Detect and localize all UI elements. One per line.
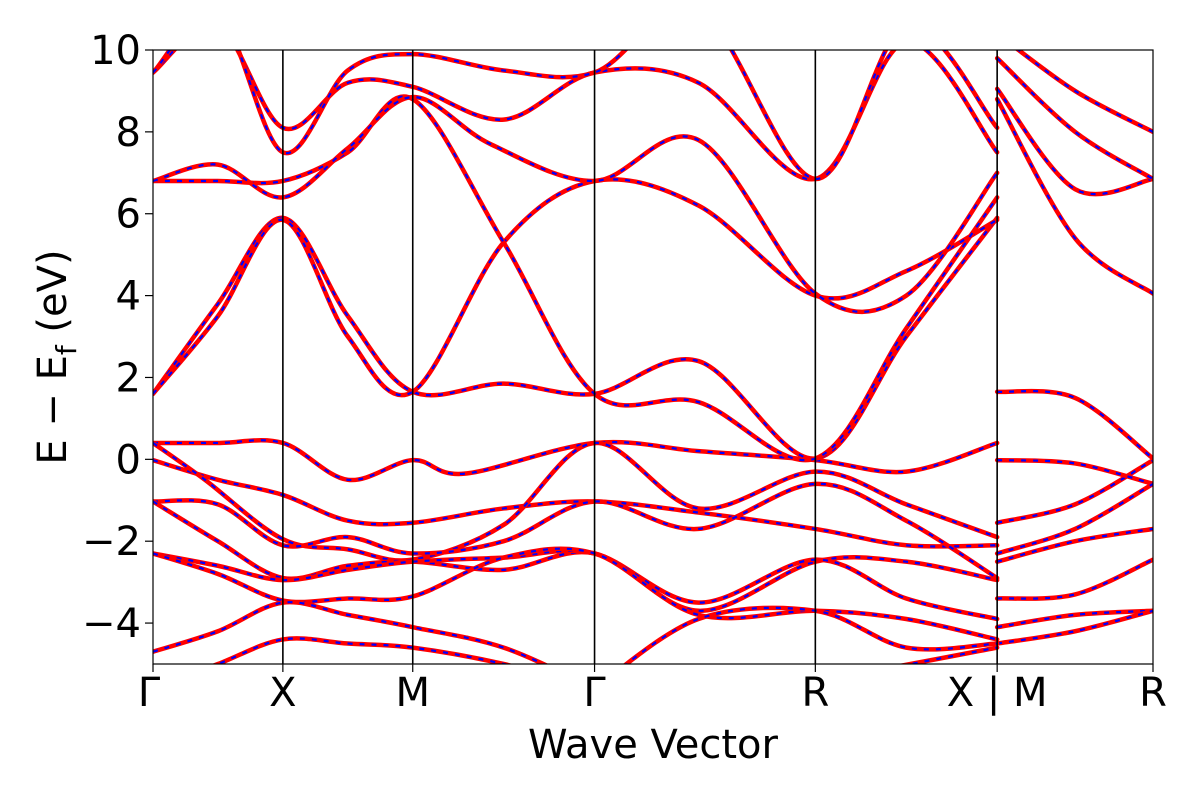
y-tick-label-1: 8 <box>116 110 141 156</box>
band-6-segment-0-dashed <box>153 547 998 641</box>
band-10-segment-1-dashed <box>996 98 1153 295</box>
band-11-segment-0-dashed <box>153 95 999 462</box>
band-2-segment-1 <box>994 481 1153 556</box>
y-tick-label-0: 10 <box>90 28 141 74</box>
band-3-segment-0-dashed <box>153 482 998 579</box>
y-tick-label-7: −4 <box>82 601 141 647</box>
x-tick-label-0: Γ <box>138 670 161 716</box>
y-axis-label-main: E − E <box>30 355 76 465</box>
band-13-segment-1-dashed <box>1016 50 1153 133</box>
y-tick-label-5: 0 <box>116 437 141 483</box>
y-tick-label-2: 6 <box>116 192 141 238</box>
band-1-segment-1 <box>994 457 1153 487</box>
band-0-segment-1 <box>994 457 1153 526</box>
x-axis-label: Wave Vector <box>528 722 779 768</box>
band-4-segment-1-dashed <box>997 558 1153 600</box>
band-8-segment-0-dashed <box>214 637 509 664</box>
bands-group <box>153 50 1153 664</box>
band-5-segment-0-dashed <box>153 549 998 621</box>
band-11-segment-1-dashed <box>996 88 1153 196</box>
band-6-segment-1 <box>994 608 1153 646</box>
kpoint-lines-group <box>282 50 998 664</box>
band-5-segment-1 <box>994 608 1153 630</box>
y-tick-label-6: −2 <box>82 519 141 565</box>
x-tick-label-5: X | M <box>947 670 1048 716</box>
x-tick-label-2: M <box>395 670 430 716</box>
band-13-segment-0-dashed <box>153 50 999 181</box>
band-10-segment-0-dashed <box>153 178 998 397</box>
y-axis-label-subscript: f <box>50 344 83 355</box>
y-ticks-group: 10 8 6 4 2 0 −2 −4 <box>82 28 153 647</box>
x-tick-label-1: X <box>269 670 296 716</box>
band-0-segment-0-dashed <box>153 459 998 548</box>
band-9-segment-1-dashed <box>997 390 1153 460</box>
band-3-segment-1 <box>994 526 1153 564</box>
band-1-segment-0-dashed <box>153 439 998 482</box>
y-tick-label-4: 2 <box>116 355 141 401</box>
band-2-segment-0-dashed <box>153 441 998 562</box>
band-7-segment-0-dashed <box>153 601 546 664</box>
plot-frame <box>152 49 1154 665</box>
x-tick-label-6: R <box>1139 670 1167 716</box>
y-axis-label: E − Ef (eV) <box>30 249 83 464</box>
plot-background <box>153 50 1153 664</box>
x-ticks-group: Γ X M Γ R X | M R <box>138 664 1167 716</box>
x-tick-label-3: Γ <box>583 670 606 716</box>
x-tick-label-4: R <box>801 670 829 716</box>
y-tick-label-3: 4 <box>116 274 141 320</box>
band-12-segment-1 <box>994 55 1153 182</box>
band-8-segment-1 <box>898 645 1000 664</box>
band-12-segment-0-dashed <box>153 95 999 313</box>
band-4-segment-0-dashed <box>153 500 998 612</box>
band-14-segment-0-dashed <box>153 50 998 181</box>
y-axis-label-unit: (eV) <box>30 249 76 345</box>
